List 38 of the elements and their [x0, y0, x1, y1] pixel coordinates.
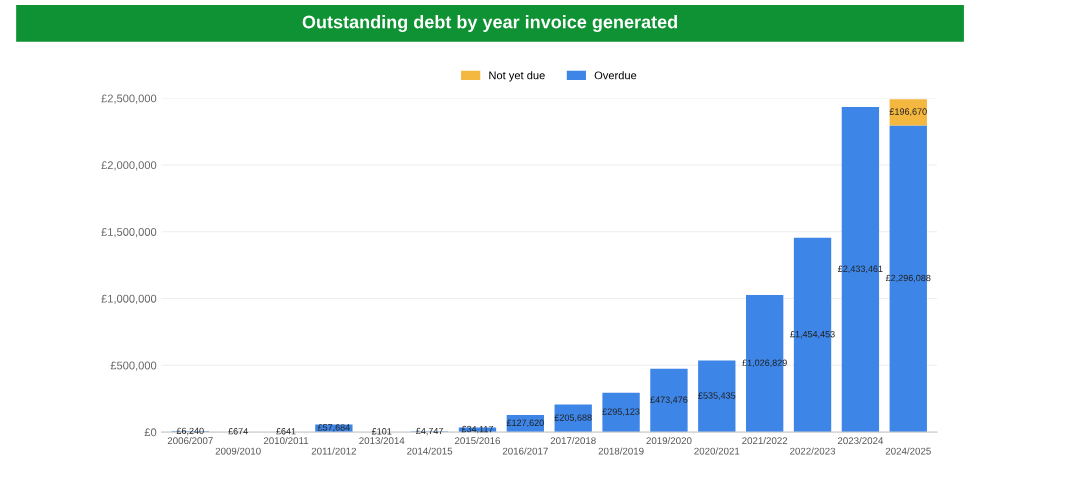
x-tick-label: 2022/2023	[790, 447, 836, 455]
x-tick-label: 2010/2011	[263, 436, 309, 445]
x-tick-label: 2018/2019	[598, 447, 644, 455]
x-tick-label: 2015/2016	[454, 436, 501, 445]
data-label: £473,476	[650, 396, 688, 404]
y-tick-label: £1,500,000	[101, 228, 157, 238]
x-tick-label: 2019/2020	[646, 436, 692, 445]
x-tick-label: 2009/2010	[215, 447, 261, 455]
x-tick-label: 2024/2025	[885, 447, 931, 455]
data-label: £34,117	[461, 425, 493, 434]
data-label: £535,435	[698, 392, 736, 400]
data-label: £674	[228, 428, 248, 435]
data-label: £6,240	[176, 427, 204, 436]
x-tick-label: 2023/2024	[837, 436, 884, 445]
data-label: £127,620	[506, 419, 544, 428]
x-tick-label: 2017/2018	[550, 436, 596, 445]
x-tick-label: 2021/2022	[742, 436, 788, 445]
y-tick-label: £0	[144, 428, 157, 437]
x-tick-label: 2011/2012	[311, 447, 356, 455]
data-label: £4,747	[416, 427, 443, 436]
data-label: £641	[276, 428, 296, 435]
x-tick-label: 2006/2007	[167, 436, 213, 445]
y-tick-label: £2,500,000	[101, 94, 157, 104]
legend-label: Not yet due	[489, 71, 545, 82]
data-label: £205,688	[554, 414, 592, 422]
chart-title: Outstanding debt by year invoice generated	[302, 15, 677, 33]
data-label: £57,684	[317, 424, 350, 432]
y-tick-label: £500,000	[110, 361, 157, 371]
x-tick-label: 2014/2015	[407, 447, 453, 455]
data-label: £101	[371, 428, 392, 435]
data-label: £196,670	[889, 108, 927, 116]
x-tick-label: 2016/2017	[502, 447, 548, 455]
legend-label: Overdue	[594, 71, 637, 80]
x-tick-label: 2020/2021	[694, 447, 740, 455]
y-tick-label: £2,000,000	[101, 161, 157, 171]
x-tick-label: 2013/2014	[359, 436, 405, 445]
data-label: £295,123	[602, 408, 640, 416]
y-tick-label: £1,000,000	[101, 294, 157, 304]
